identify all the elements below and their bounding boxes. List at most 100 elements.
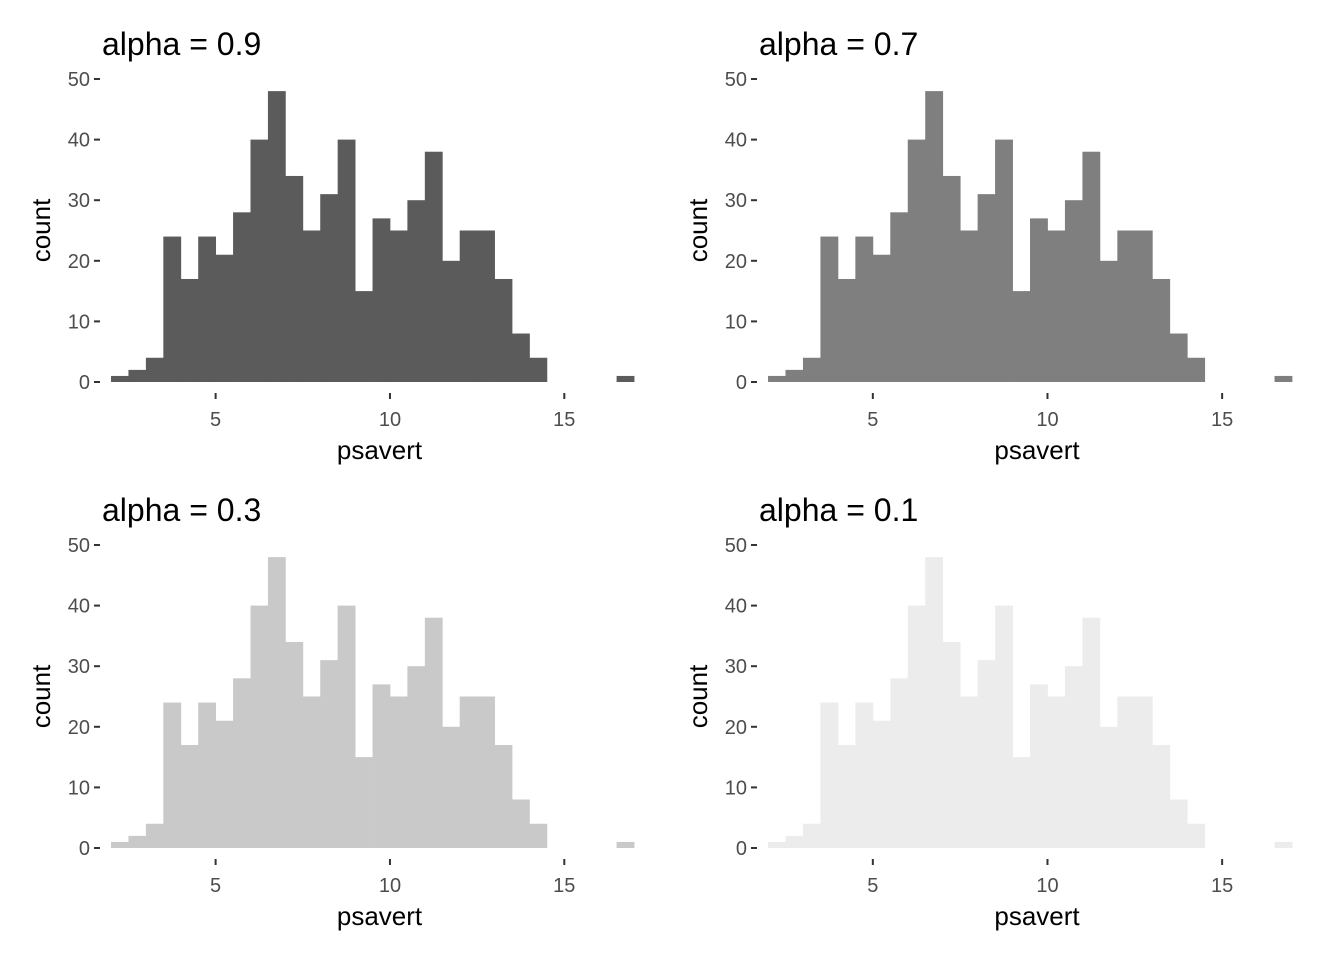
histogram-bar bbox=[802, 357, 821, 382]
histogram-bar bbox=[872, 254, 891, 382]
histogram-bar bbox=[616, 375, 635, 382]
histogram-bar bbox=[1012, 757, 1031, 848]
histogram-bar bbox=[1152, 744, 1171, 848]
x-tick-label: 15 bbox=[1211, 409, 1233, 431]
histogram-bar bbox=[145, 357, 164, 382]
histogram-bar bbox=[337, 139, 356, 382]
y-tick-label: 20 bbox=[725, 717, 747, 739]
histogram-bar bbox=[1047, 696, 1066, 848]
histogram-bar bbox=[1082, 151, 1101, 382]
y-tick-label: 10 bbox=[725, 777, 747, 799]
panel-title: alpha = 0.1 bbox=[759, 492, 918, 528]
histogram-bar bbox=[128, 835, 147, 848]
histogram-bar bbox=[285, 641, 304, 848]
histogram-bar bbox=[977, 194, 996, 382]
panel-1: alpha = 0.9 0 10 20 30 40 50 5 10 15 psavert count bbox=[26, 26, 635, 465]
histogram-bar bbox=[1047, 230, 1066, 382]
histogram-bar bbox=[1030, 218, 1048, 382]
y-tick-label: 10 bbox=[68, 777, 90, 799]
histogram-bar bbox=[128, 369, 147, 382]
histogram-bar bbox=[1117, 696, 1136, 848]
histogram-bar bbox=[389, 230, 408, 382]
y-tick-label: 0 bbox=[736, 838, 747, 860]
panel-title: alpha = 0.7 bbox=[759, 26, 918, 62]
histogram-bar bbox=[837, 278, 856, 382]
histogram-bar bbox=[285, 175, 304, 382]
histogram-bar bbox=[250, 605, 269, 848]
panel-title: alpha = 0.3 bbox=[102, 492, 261, 528]
histogram-bar bbox=[442, 260, 461, 382]
y-tick-label: 50 bbox=[725, 535, 747, 557]
y-axis-title: count bbox=[683, 664, 713, 728]
x-axis-title: psavert bbox=[994, 901, 1080, 931]
histogram-bar bbox=[442, 726, 461, 848]
x-tick-label: 5 bbox=[210, 409, 221, 431]
histogram-bar bbox=[163, 236, 182, 382]
histogram-bar bbox=[180, 278, 199, 382]
y-tick-label: 50 bbox=[725, 69, 747, 91]
x-axis-title: psavert bbox=[994, 435, 1080, 465]
histogram-bar bbox=[1064, 200, 1083, 382]
x-tick-label: 5 bbox=[210, 875, 221, 897]
x-tick-label: 5 bbox=[867, 409, 878, 431]
y-tick-label: 20 bbox=[68, 251, 90, 273]
histogram-bar bbox=[215, 720, 234, 848]
histogram-bar bbox=[1030, 684, 1048, 848]
x-tick-label: 15 bbox=[553, 875, 575, 897]
histogram-bar bbox=[1134, 696, 1153, 848]
y-tick-label: 40 bbox=[68, 130, 90, 152]
histogram-bar bbox=[407, 666, 426, 848]
histogram-bar bbox=[424, 617, 443, 848]
histogram-bar bbox=[145, 823, 164, 848]
histogram-bar bbox=[616, 841, 635, 848]
histogram-bar bbox=[855, 702, 874, 848]
histogram-bar bbox=[163, 702, 182, 848]
histogram-bar bbox=[111, 375, 129, 382]
histogram-bar bbox=[512, 333, 530, 382]
x-tick-label: 10 bbox=[379, 409, 401, 431]
histogram-bar bbox=[1099, 726, 1118, 848]
y-tick-label: 50 bbox=[68, 535, 90, 557]
y-tick-label: 0 bbox=[79, 838, 90, 860]
x-tick-label: 10 bbox=[379, 875, 401, 897]
histogram-bar bbox=[198, 236, 217, 382]
histogram-bar bbox=[250, 139, 269, 382]
histogram-bar bbox=[942, 641, 961, 848]
histogram-bar bbox=[1117, 230, 1136, 382]
y-axis-title: count bbox=[26, 198, 56, 262]
histogram-bar bbox=[111, 841, 129, 848]
histogram-bar bbox=[1274, 375, 1293, 382]
y-tick-label: 20 bbox=[68, 717, 90, 739]
histogram-bar bbox=[995, 139, 1013, 382]
histogram-bar bbox=[837, 744, 856, 848]
histogram-bar bbox=[459, 696, 478, 848]
histogram-bar bbox=[907, 139, 926, 382]
histogram-bar bbox=[233, 678, 251, 848]
histogram-bar bbox=[180, 744, 199, 848]
y-tick-label: 40 bbox=[68, 596, 90, 618]
histogram-bar bbox=[1099, 260, 1118, 382]
x-tick-label: 10 bbox=[1036, 875, 1058, 897]
histogram-bar bbox=[802, 823, 821, 848]
histogram-bar bbox=[1187, 357, 1206, 382]
histogram-bar bbox=[925, 91, 944, 383]
x-axis-title: psavert bbox=[337, 901, 423, 931]
histogram-bar bbox=[1169, 799, 1188, 848]
histogram-bar bbox=[960, 696, 979, 848]
histogram-bar bbox=[1187, 823, 1206, 848]
histogram-bar bbox=[529, 823, 548, 848]
histogram-bar bbox=[768, 841, 786, 848]
histogram-bar bbox=[355, 291, 373, 382]
histogram-bar bbox=[820, 702, 839, 848]
histogram-bar bbox=[215, 254, 234, 382]
histogram-bar bbox=[1152, 278, 1171, 382]
x-tick-label: 10 bbox=[1036, 409, 1058, 431]
histogram-bar bbox=[785, 835, 804, 848]
panel-2: alpha = 0.7 0 10 20 30 40 50 5 10 15 psavert count bbox=[683, 26, 1293, 465]
histogram-bar bbox=[1274, 841, 1293, 848]
y-axis-title: count bbox=[26, 664, 56, 728]
histogram-bar bbox=[890, 212, 909, 382]
y-tick-label: 10 bbox=[68, 311, 90, 333]
histogram-bar bbox=[477, 696, 495, 848]
